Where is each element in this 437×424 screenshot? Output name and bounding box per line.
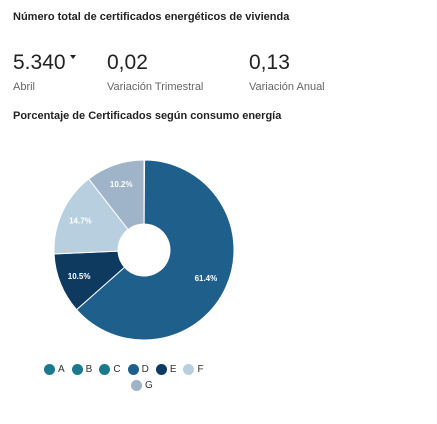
legend-item-d[interactable]: D [127, 363, 149, 375]
legend-swatch-f [183, 363, 195, 375]
kpi-total-label: Abril [13, 81, 36, 93]
slice-label-g: 10.2% [110, 180, 133, 189]
legend-item-f[interactable]: F [183, 363, 204, 375]
legend-swatch-d [127, 363, 139, 375]
legend-swatch-c [99, 363, 111, 375]
chart-legend: A B C D E F G [44, 361, 244, 393]
legend-label-f: F [197, 363, 204, 375]
slice-f[interactable] [53, 178, 129, 255]
legend-label-e: E [169, 363, 177, 375]
chart-header-title: Número total de certificados energéticos… [13, 11, 290, 23]
chart-title: Porcentaje de Certificados según consumo… [13, 110, 282, 122]
trend-down-icon [69, 55, 76, 60]
kpi-annual-value: 0,13 [249, 51, 290, 74]
legend-swatch-a [44, 363, 55, 375]
legend-item-a[interactable]: A [44, 363, 65, 375]
legend-swatch-b [71, 363, 83, 375]
legend-label-a: A [58, 363, 65, 375]
kpi-total-number: 5.340 [13, 51, 66, 74]
legend-label-c: C [113, 363, 121, 375]
legend-label-g: G [145, 379, 153, 391]
legend-item-e[interactable]: E [155, 363, 177, 375]
slice-label-d: 61.4% [195, 274, 218, 283]
kpi-quarterly-label: Variación Trimestral [107, 81, 204, 93]
legend-item-g[interactable]: G [131, 379, 153, 391]
legend-swatch-e [155, 363, 167, 375]
legend-row: G [44, 377, 244, 393]
legend-item-b[interactable]: B [71, 363, 93, 375]
kpi-total-value: 5.340 [13, 51, 76, 75]
kpi-quarterly-value: 0,02 [107, 51, 148, 74]
slice-label-e: 10.5% [68, 272, 91, 281]
slice-g[interactable] [88, 159, 145, 231]
legend-label-b: B [85, 363, 93, 375]
legend-row: A B C D E F [44, 361, 244, 377]
slice-d[interactable] [75, 159, 235, 341]
legend-item-c[interactable]: C [99, 363, 121, 375]
legend-label-d: D [141, 363, 149, 375]
slice-label-f: 14.7% [69, 217, 92, 226]
legend-swatch-g [131, 379, 142, 391]
kpi-annual-label: Variación Anual [249, 81, 325, 93]
